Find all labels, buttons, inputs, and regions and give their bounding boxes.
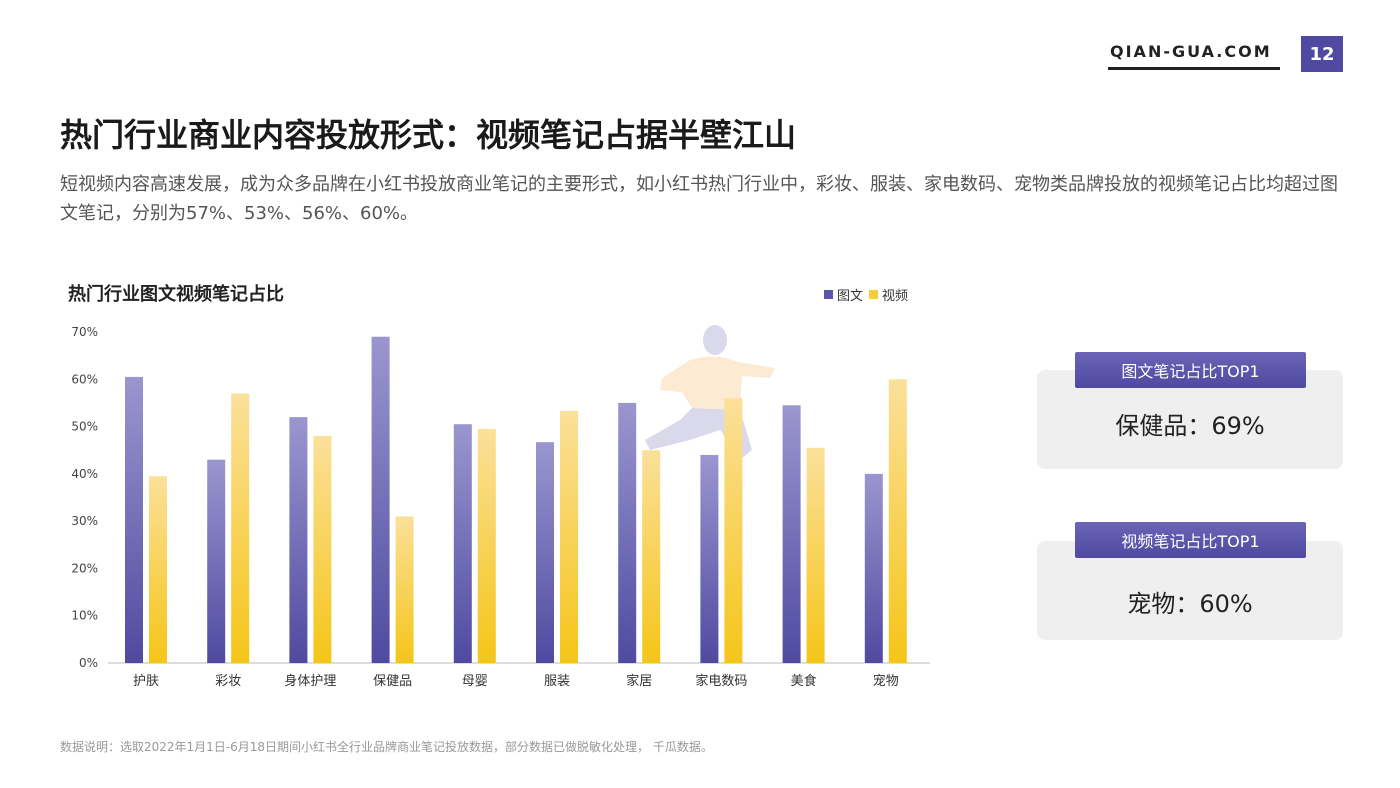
bar-graphic — [782, 405, 801, 663]
bar-video — [806, 447, 825, 663]
card-graphic-tag: 图文笔记占比TOP1 — [1075, 352, 1306, 388]
bar-graphic — [125, 376, 143, 663]
card-video-value: 宠物：60% — [1127, 590, 1253, 618]
x-tick-label: 身体护理 — [284, 673, 336, 689]
x-tick-label: 美食 — [791, 673, 817, 689]
bar-graphic — [618, 402, 637, 663]
bar-video — [149, 476, 167, 663]
chart-title: 热门行业图文视频笔记占比 — [68, 284, 284, 305]
y-tick-label: 40% — [71, 467, 98, 481]
data-footnote: 数据说明：选取2022年1月1日-6月18日期间小红书全行业品牌商业笔记投放数据… — [60, 740, 713, 754]
bar-chart: 0% 10% 20% 30% 40% 50% 60% 70% 护肤 彩妆 身体护理 保健品 母婴 服装 家… — [71, 325, 930, 689]
x-tick-label: 保健品 — [373, 674, 412, 689]
legend-swatch-graphic — [824, 290, 833, 299]
x-tick-label: 家居 — [626, 673, 652, 689]
x-tick-label: 服装 — [544, 674, 570, 689]
y-tick-label: 70% — [71, 325, 98, 339]
bar-video — [560, 410, 578, 663]
legend-item-video: 视频 — [869, 285, 908, 304]
card-video-tag: 视频笔记占比TOP1 — [1075, 522, 1306, 558]
brand-underline — [1108, 67, 1280, 70]
bar-graphic — [700, 454, 719, 663]
bar-video — [231, 393, 250, 663]
legend-swatch-video — [869, 290, 879, 299]
y-tick-label: 60% — [71, 372, 98, 386]
chart-legend: 图文 视频 — [824, 285, 914, 304]
y-tick-label: 0% — [79, 656, 98, 670]
bar-video — [313, 436, 332, 663]
legend-item-graphic: 图文 — [824, 285, 863, 304]
x-tick-label: 宠物 — [873, 673, 899, 689]
bar-graphic — [207, 459, 226, 663]
x-tick-label: 母婴 — [462, 674, 488, 689]
x-tick-label: 护肤 — [133, 674, 159, 689]
y-tick-label: 20% — [71, 561, 98, 575]
bar-graphic — [536, 442, 554, 663]
legend-label-video: 视频 — [882, 289, 909, 304]
running-figure-illustration — [645, 325, 775, 458]
x-tick-label: 彩妆 — [215, 674, 241, 689]
bar-video — [642, 450, 661, 663]
page-title: 热门行业商业内容投放形式：视频笔记占据半壁江山 — [60, 116, 797, 154]
bar-video — [395, 516, 414, 663]
bar-graphic — [453, 424, 472, 663]
x-tick-label: 家电数码 — [695, 673, 747, 689]
y-tick-label: 50% — [71, 420, 98, 434]
brand-name: QIAN-GUA.COM — [1110, 42, 1272, 61]
page-description: 短视频内容高速发展，成为众多品牌在小红书投放商业笔记的主要形式，如小红书热门行业… — [60, 174, 1338, 224]
bar-graphic — [289, 417, 308, 663]
bar-video — [888, 379, 907, 663]
bar-video — [477, 428, 496, 663]
legend-label-graphic: 图文 — [837, 289, 864, 304]
page-number: 12 — [1301, 36, 1343, 72]
bar-graphic — [864, 473, 883, 663]
y-tick-label: 10% — [71, 609, 98, 623]
y-tick-label: 30% — [71, 514, 98, 528]
bar-video — [724, 398, 743, 663]
card-graphic-value: 保健品：69% — [1115, 412, 1265, 440]
bar-graphic — [371, 336, 390, 663]
